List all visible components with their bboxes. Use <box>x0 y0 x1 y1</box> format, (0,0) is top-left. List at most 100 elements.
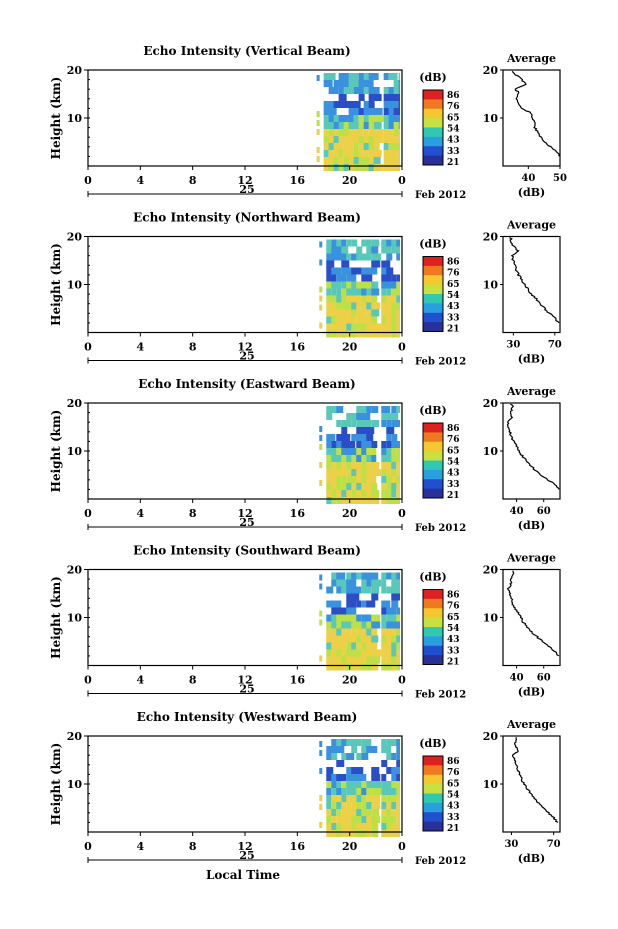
echo-cell <box>346 572 356 580</box>
echo-cell <box>351 295 360 303</box>
colorbar-segment <box>423 479 443 482</box>
echo-cell <box>356 781 365 788</box>
echo-cell <box>348 129 356 136</box>
echo-cell <box>391 434 398 441</box>
echo-cell <box>346 788 353 795</box>
echo-cell <box>371 774 381 781</box>
echo-cell <box>371 816 381 823</box>
echo-cell <box>326 809 334 816</box>
echo-cell <box>393 150 399 157</box>
colorbar-level: 76 <box>447 768 460 778</box>
echo-cell <box>381 323 388 331</box>
echo-cell <box>341 642 347 650</box>
echo-cell <box>366 462 376 469</box>
average-title: Average <box>506 552 556 565</box>
echo-cell <box>371 260 381 268</box>
colorbar-segment <box>423 140 443 143</box>
panel-1: Echo Intensity (Northward Beam) 20 10 Heigh… <box>49 211 562 368</box>
colorbar-segment <box>423 262 443 265</box>
x-tick-label: 0 <box>84 174 92 187</box>
echo-cell <box>386 586 394 594</box>
echo-cell <box>353 143 359 150</box>
echo-cell <box>348 115 354 122</box>
echo-cell <box>381 281 389 289</box>
colorbar-level: 86 <box>447 258 460 268</box>
echo-cell <box>346 607 354 615</box>
x-tick-label: 4 <box>137 341 145 354</box>
colorbar-level: 54 <box>447 291 460 301</box>
echo-cell <box>386 649 394 657</box>
colorbar-level: 43 <box>447 136 460 146</box>
echo-cell <box>341 239 347 247</box>
echo-cell <box>383 143 389 150</box>
echo-cell <box>366 788 372 795</box>
echo-cell <box>351 788 358 795</box>
echo-cell <box>391 600 399 608</box>
echo-cell <box>361 302 369 310</box>
echo-cell <box>341 621 349 629</box>
echo-cell <box>391 572 400 580</box>
colorbar-segment <box>423 129 443 132</box>
colorbar-segment <box>423 95 443 98</box>
echo-cell <box>326 295 334 303</box>
echo-cell <box>346 795 353 802</box>
echo-cell <box>319 286 323 293</box>
echo-cell <box>396 767 400 774</box>
colorbar-frame <box>422 256 444 332</box>
colorbar-segment <box>423 439 443 443</box>
echo-cell <box>361 823 370 830</box>
echo-cell <box>373 157 381 164</box>
echo-cell <box>341 469 349 476</box>
echo-cell <box>341 628 350 636</box>
average-title: Average <box>506 718 556 731</box>
echo-cell <box>368 164 375 171</box>
echo-cell <box>391 281 400 289</box>
echo-cell <box>326 621 332 629</box>
echo-cell <box>366 795 374 802</box>
echo-cell <box>361 649 368 657</box>
echo-cell <box>336 406 344 413</box>
echo-cell <box>346 295 355 303</box>
echo-cell <box>333 101 342 108</box>
echo-cell <box>391 788 399 795</box>
colorbar-segment <box>423 645 443 649</box>
echo-cell <box>361 476 371 483</box>
colorbar-level: 33 <box>447 813 460 823</box>
echo-cell <box>361 316 369 324</box>
echo-cell <box>386 420 392 427</box>
colorbar-segment <box>423 99 443 102</box>
echo-cell <box>381 490 389 497</box>
echo-cell <box>371 309 380 317</box>
echo-cell <box>331 823 341 830</box>
echo-cell <box>381 802 389 809</box>
colorbar-segment <box>423 812 443 815</box>
echo-cell <box>336 809 342 816</box>
echo-cell <box>361 579 367 587</box>
echo-cell <box>396 281 400 289</box>
colorbar-segment <box>423 324 443 327</box>
echo-cell <box>386 656 396 664</box>
echo-cell <box>386 309 396 317</box>
echo-cell <box>348 143 354 150</box>
echo-cell <box>351 462 359 469</box>
colorbar-segment <box>423 155 443 158</box>
echo-cell <box>326 816 332 823</box>
echo-cell <box>331 621 339 629</box>
echo-cell <box>346 781 354 788</box>
colorbar-segment <box>423 642 443 645</box>
echo-cell <box>346 267 353 275</box>
echo-cell <box>368 87 376 94</box>
colorbar-segment <box>423 821 443 824</box>
echo-cell <box>366 586 372 594</box>
echo-cell <box>386 795 394 802</box>
colorbar-segment <box>423 490 443 493</box>
echo-cell <box>356 483 364 490</box>
echo-cell <box>381 330 391 338</box>
echo-cell <box>373 136 384 143</box>
colorbar-segment <box>423 662 443 665</box>
echo-cell <box>343 129 350 136</box>
colorbar-segment <box>423 258 443 261</box>
echo-cell <box>346 288 355 296</box>
echo-cell <box>346 490 352 497</box>
x-tick-label: 4 <box>137 674 145 687</box>
